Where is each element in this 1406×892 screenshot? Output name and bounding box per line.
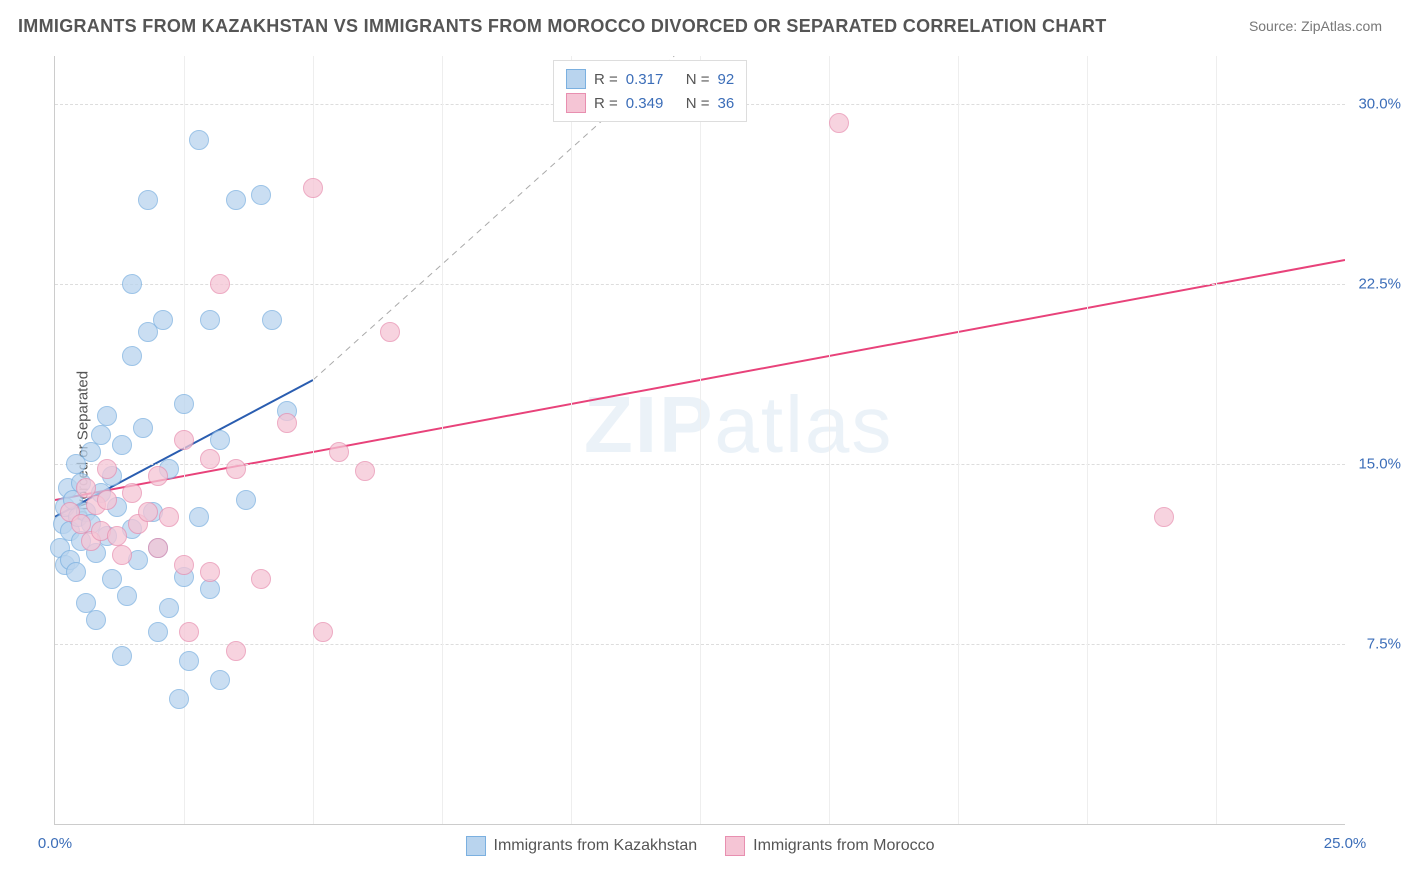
gridline-v xyxy=(958,56,959,824)
gridline-v xyxy=(313,56,314,824)
stats-legend: R = 0.317 N = 92 R = 0.349 N = 36 xyxy=(553,60,747,122)
scatter-point xyxy=(200,562,220,582)
series-name: Immigrants from Morocco xyxy=(753,837,934,855)
scatter-point xyxy=(226,190,246,210)
chart-plot-area: ZIPatlas 7.5%15.0%22.5%30.0%0.0%25.0%R =… xyxy=(54,56,1345,825)
scatter-point xyxy=(179,651,199,671)
scatter-point xyxy=(97,459,117,479)
series-legend-item: Immigrants from Morocco xyxy=(725,836,934,856)
scatter-point xyxy=(226,459,246,479)
legend-swatch xyxy=(566,93,586,113)
scatter-point xyxy=(66,562,86,582)
scatter-point xyxy=(200,310,220,330)
scatter-point xyxy=(277,413,297,433)
scatter-point xyxy=(97,490,117,510)
watermark: ZIPatlas xyxy=(584,379,893,471)
series-legend-item: Immigrants from Kazakhstan xyxy=(466,836,698,856)
gridline-v xyxy=(442,56,443,824)
scatter-point xyxy=(122,346,142,366)
scatter-point xyxy=(1154,507,1174,527)
gridline-v xyxy=(571,56,572,824)
scatter-point xyxy=(355,461,375,481)
scatter-point xyxy=(174,555,194,575)
series-name: Immigrants from Kazakhstan xyxy=(494,837,698,855)
scatter-point xyxy=(153,310,173,330)
chart-title: IMMIGRANTS FROM KAZAKHSTAN VS IMMIGRANTS… xyxy=(18,16,1107,37)
scatter-point xyxy=(829,113,849,133)
scatter-point xyxy=(179,622,199,642)
scatter-point xyxy=(91,425,111,445)
legend-swatch xyxy=(466,836,486,856)
y-tick-label: 7.5% xyxy=(1351,636,1401,653)
scatter-point xyxy=(107,526,127,546)
series-legend: Immigrants from Kazakhstan Immigrants fro… xyxy=(55,836,1345,856)
n-value: 36 xyxy=(718,95,735,112)
scatter-point xyxy=(138,190,158,210)
legend-swatch xyxy=(566,69,586,89)
gridline-v xyxy=(1087,56,1088,824)
scatter-point xyxy=(303,178,323,198)
scatter-point xyxy=(210,670,230,690)
r-value: 0.317 xyxy=(626,71,678,88)
scatter-point xyxy=(189,507,209,527)
scatter-point xyxy=(122,274,142,294)
scatter-point xyxy=(189,130,209,150)
y-tick-label: 15.0% xyxy=(1351,456,1401,473)
scatter-point xyxy=(262,310,282,330)
scatter-point xyxy=(313,622,333,642)
scatter-point xyxy=(138,502,158,522)
scatter-point xyxy=(210,430,230,450)
scatter-point xyxy=(159,598,179,618)
n-label: N = xyxy=(686,71,710,88)
scatter-point xyxy=(133,418,153,438)
scatter-point xyxy=(174,430,194,450)
scatter-point xyxy=(159,507,179,527)
scatter-point xyxy=(210,274,230,294)
scatter-point xyxy=(148,538,168,558)
gridline-v xyxy=(1216,56,1217,824)
y-tick-label: 30.0% xyxy=(1351,96,1401,113)
scatter-point xyxy=(226,641,246,661)
scatter-point xyxy=(97,406,117,426)
scatter-point xyxy=(81,442,101,462)
scatter-point xyxy=(236,490,256,510)
scatter-point xyxy=(148,466,168,486)
scatter-point xyxy=(112,646,132,666)
n-value: 92 xyxy=(718,71,735,88)
gridline-v xyxy=(700,56,701,824)
scatter-point xyxy=(86,610,106,630)
scatter-point xyxy=(251,569,271,589)
r-value: 0.349 xyxy=(626,95,678,112)
scatter-point xyxy=(251,185,271,205)
scatter-point xyxy=(169,689,189,709)
source-label: Source: ZipAtlas.com xyxy=(1249,18,1382,34)
r-label: R = xyxy=(594,71,618,88)
stats-legend-row: R = 0.317 N = 92 xyxy=(566,67,734,91)
scatter-point xyxy=(329,442,349,462)
n-label: N = xyxy=(686,95,710,112)
r-label: R = xyxy=(594,95,618,112)
scatter-point xyxy=(112,545,132,565)
scatter-point xyxy=(380,322,400,342)
scatter-point xyxy=(174,394,194,414)
scatter-point xyxy=(122,483,142,503)
stats-legend-row: R = 0.349 N = 36 xyxy=(566,91,734,115)
legend-swatch xyxy=(725,836,745,856)
gridline-v xyxy=(829,56,830,824)
y-tick-label: 22.5% xyxy=(1351,276,1401,293)
scatter-point xyxy=(117,586,137,606)
scatter-point xyxy=(200,449,220,469)
scatter-point xyxy=(102,569,122,589)
scatter-point xyxy=(112,435,132,455)
scatter-point xyxy=(148,622,168,642)
